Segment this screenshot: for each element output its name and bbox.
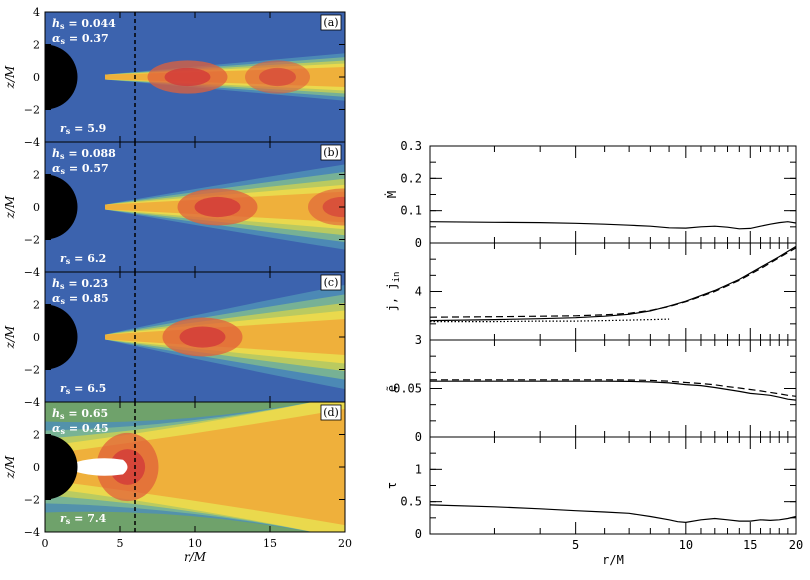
y-tick-label: 0: [33, 71, 40, 84]
x-axis-label: r/M: [184, 550, 207, 564]
y-axis-label: z/M: [3, 455, 17, 479]
x-tick-label: 5: [117, 537, 124, 550]
y-tick-label: 0.3: [400, 139, 422, 153]
alpha-annotation: αs = 0.45: [52, 422, 109, 436]
y-axis-label: j, jin: [385, 272, 402, 312]
profile-stack: 0 0.1 0.2 0.3 Ṁ 3 4 j, jin 0 0.05ẽ 0 0.5 1 τ 5 10 15 20 r/…: [384, 139, 803, 567]
x-tick-label: 15: [263, 537, 277, 550]
alpha-annotation: αs = 0.37: [52, 32, 109, 46]
y-tick-label: −4: [24, 396, 40, 409]
x-tick-label: 0: [42, 537, 49, 550]
panel-tag-box: [320, 144, 342, 161]
y-axis-label: τ: [385, 482, 399, 489]
black-hole: [45, 174, 78, 240]
h-annotation: hs = 0.23: [52, 277, 108, 291]
y-axis-label: Ṁ: [384, 191, 399, 198]
density-peak-core: [322, 196, 345, 218]
panel-frame: [429, 436, 797, 535]
alpha-annotation: αs = 0.85: [52, 292, 109, 306]
x-axis-label: r/M: [602, 553, 624, 567]
y-tick-label: 0: [33, 331, 40, 344]
density-peak-core: [194, 196, 241, 218]
y-tick-label: 4: [415, 285, 422, 299]
h-annotation: hs = 0.088: [52, 147, 116, 161]
black-hole: [45, 304, 78, 370]
density-peak-core: [179, 326, 226, 348]
y-tick-label: 3: [415, 333, 422, 347]
y-axis-label: z/M: [3, 195, 17, 219]
h-annotation: hs = 0.044: [52, 17, 116, 31]
y-tick-label: 0: [415, 430, 422, 444]
x-tick-label: 20: [789, 538, 803, 552]
y-tick-label: 2: [33, 39, 40, 52]
y-tick-label: 0.2: [400, 171, 422, 185]
panel-tag: (c): [324, 276, 339, 289]
r-annotation: rs = 6.5: [60, 382, 106, 396]
y-tick-label: −2: [24, 234, 40, 247]
y-tick-label: 0: [415, 527, 422, 541]
x-tick-label: 10: [188, 537, 202, 550]
y-tick-label: 0.5: [400, 495, 422, 509]
y-tick-label: 0: [33, 201, 40, 214]
panel-tag: (b): [323, 146, 339, 159]
density-peak-core: [259, 67, 296, 87]
y-axis-label: ẽ: [385, 385, 399, 392]
y-tick-label: −4: [24, 136, 40, 149]
profile-panel: 0 0.05ẽ: [385, 339, 797, 444]
y-tick-label: 4: [33, 6, 40, 19]
y-tick-label: −4: [24, 526, 40, 539]
y-tick-label: 0.1: [400, 204, 422, 218]
y-tick-label: −2: [24, 494, 40, 507]
density-contour: [45, 408, 345, 526]
x-tick-label: 5: [572, 538, 579, 552]
profile-panel: 0 0.1 0.2 0.3 Ṁ: [384, 139, 797, 250]
alpha-annotation: αs = 0.57: [52, 162, 109, 176]
panel-tag-box: [320, 14, 342, 31]
y-tick-label: −2: [24, 364, 40, 377]
panel-tag: (a): [323, 16, 338, 29]
panel-tag-box: [320, 274, 342, 291]
series-line-dashed: [430, 379, 797, 397]
y-axis-label: z/M: [3, 325, 17, 349]
y-tick-label: 0: [33, 461, 40, 474]
r-annotation: rs = 5.9: [60, 122, 106, 136]
y-tick-label: 2: [33, 299, 40, 312]
x-tick-label: 20: [338, 537, 352, 550]
panel-frame: [429, 242, 797, 341]
black-hole: [45, 434, 78, 500]
y-tick-label: 2: [33, 169, 40, 182]
r-annotation: rs = 6.2: [60, 252, 106, 266]
r-annotation: rs = 7.4: [60, 512, 107, 526]
profile-panel: 3 4 j, jin: [385, 242, 797, 347]
series-line-solid: [430, 380, 797, 401]
x-tick-label: 15: [743, 538, 757, 552]
panel-tag: (d): [323, 406, 339, 419]
profile-panel: 0 0.5 1 τ: [385, 436, 797, 541]
y-tick-label: 2: [33, 429, 40, 442]
y-axis-label: z/M: [3, 65, 17, 89]
series-line-solid: [429, 221, 797, 230]
x-tick-label: 10: [679, 538, 693, 552]
y-tick-label: 1: [415, 462, 422, 476]
y-tick-label: 0: [415, 236, 422, 250]
density-peak-core: [164, 67, 211, 87]
y-tick-label: −4: [24, 266, 40, 279]
series-line-dashed: [429, 247, 797, 318]
panel-tag-box: [320, 404, 342, 421]
series-line-solid: [429, 504, 797, 524]
funnel-void: [63, 458, 128, 476]
h-annotation: hs = 0.65: [52, 407, 108, 421]
y-tick-label: −2: [24, 104, 40, 117]
y-tick-label: 0.05: [393, 382, 422, 396]
black-hole: [45, 44, 78, 110]
series-line-solid: [429, 245, 797, 322]
